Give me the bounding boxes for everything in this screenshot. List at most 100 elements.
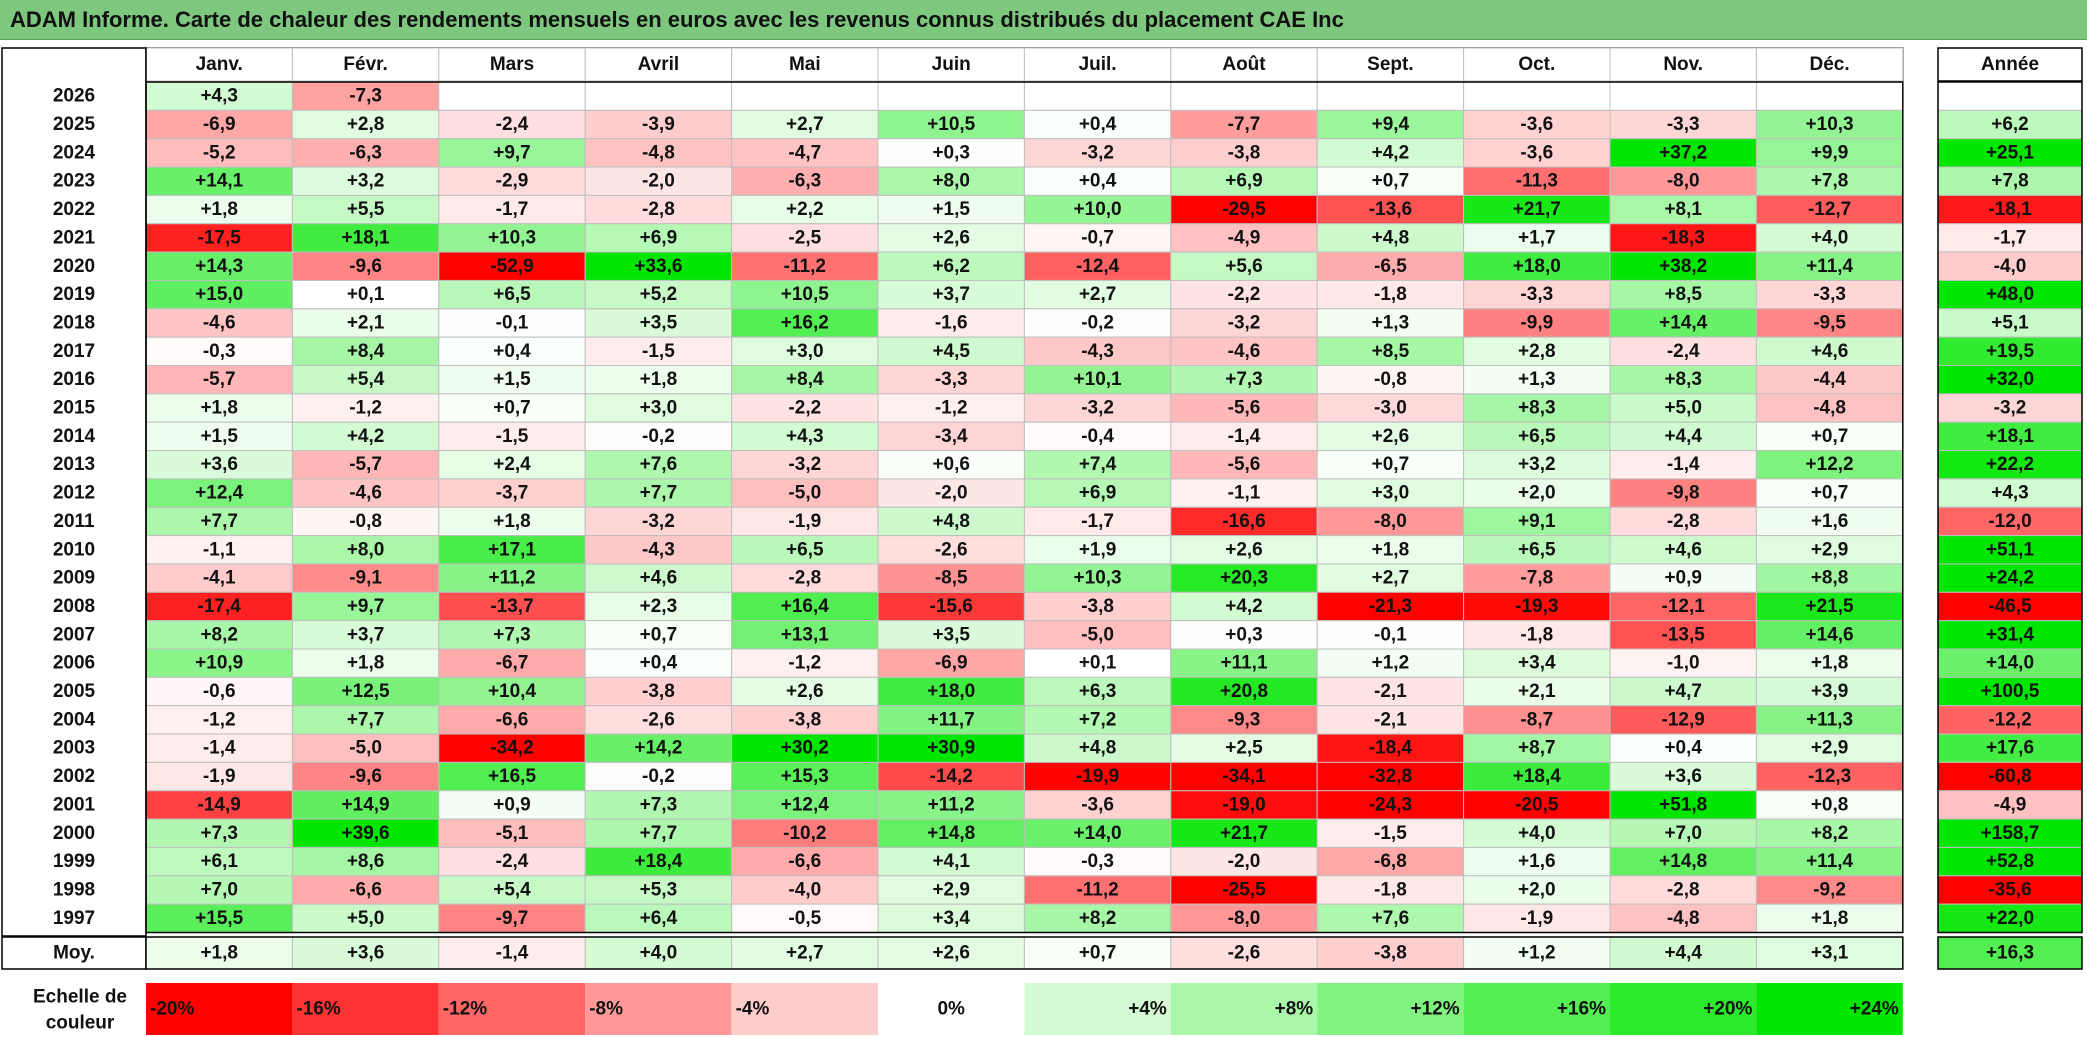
row-year-label: 2009 [53, 568, 95, 589]
heatmap-cell-value: +8,3 [1664, 369, 1702, 390]
heatmap-cell-value: -0,2 [642, 426, 675, 447]
heatmap-cell-value: +10,5 [927, 114, 976, 135]
annual-cell-value: -18,1 [1988, 199, 2032, 220]
heatmap-cell [877, 251, 1025, 281]
heatmap-cell [1755, 478, 1904, 508]
heatmap-cell [1609, 166, 1757, 196]
annual-cell-value: +7,8 [1991, 171, 2029, 192]
heatmap-cell [877, 450, 1025, 480]
heatmap-cell-value: -7,7 [1228, 114, 1261, 135]
heatmap-cell [1609, 393, 1757, 423]
heatmap-cell [1023, 875, 1172, 905]
heatmap-cell [145, 166, 293, 196]
heatmap-cell [1170, 705, 1318, 735]
heatmap-cell-value: -5,1 [496, 823, 529, 844]
annual-cell-value: -4,9 [1994, 794, 2027, 815]
heatmap-cell-value: -2,1 [1374, 709, 1407, 730]
heatmap-cell-value: +10,0 [1074, 199, 1122, 220]
heatmap-cell [1755, 393, 1904, 423]
heatmap-cell-value: -18,3 [1662, 227, 1705, 248]
heatmap-cell-value: +2,9 [932, 879, 970, 900]
heatmap-cell-value: +2,0 [1518, 483, 1556, 504]
heatmap-cell-value: +18,0 [927, 681, 975, 702]
month-header-label: Août [1222, 54, 1266, 75]
heatmap-cell [291, 450, 440, 480]
heatmap-cell [438, 818, 586, 848]
row-year-label: 2014 [53, 426, 96, 447]
month-header-cell [1170, 47, 1318, 82]
heatmap-cell-value: +3,6 [200, 454, 238, 475]
heatmap-cell-value: +11,4 [1806, 851, 1853, 872]
heatmap-cell [731, 591, 879, 622]
heatmap-cell-value: +1,6 [1518, 851, 1556, 872]
heatmap-cell-value: +1,5 [200, 426, 238, 447]
row-year-label: 2011 [53, 511, 95, 532]
row-year-label: 2008 [53, 596, 95, 617]
heatmap-cell-value: +8,3 [1518, 398, 1556, 419]
heatmap-cell-value: +2,6 [786, 681, 824, 702]
heatmap-cell [145, 648, 293, 678]
heatmap-cell-value: +6,4 [640, 908, 678, 929]
heatmap-cell [438, 138, 586, 168]
heatmap-cell [145, 365, 293, 395]
annual-cell-value: +17,6 [1986, 738, 2034, 759]
heatmap-cell-value: -1,0 [1667, 653, 1700, 674]
heatmap-cell [877, 563, 1025, 593]
heatmap-cell-value: -19,0 [1222, 794, 1265, 815]
heatmap-cell-value: -6,9 [203, 114, 236, 135]
heatmap-cell-value: +8,0 [932, 171, 970, 192]
annual-cell [1937, 450, 2083, 480]
heatmap-cell-value: +6,9 [640, 227, 678, 248]
heatmap-cell-value: +3,5 [932, 624, 970, 645]
row-year-label: 2022 [53, 199, 95, 220]
heatmap-cell [1755, 421, 1904, 452]
heatmap-cell [438, 81, 586, 111]
heatmap-cell-value: -9,7 [496, 908, 529, 929]
annual-cell [1937, 109, 2083, 140]
heatmap-cell [584, 81, 733, 111]
annual-column-border [1937, 81, 2083, 934]
heatmap-cell-value: -1,7 [496, 199, 529, 220]
heatmap-cell-value: -12,1 [1662, 596, 1706, 617]
heatmap-cell [1609, 365, 1757, 395]
heatmap-cell [731, 676, 879, 707]
scale-swatch-label: +12% [1410, 999, 1459, 1020]
avg-label: Moy. [53, 943, 95, 964]
heatmap-cell-value: -13,5 [1662, 624, 1706, 645]
heatmap-cell [1755, 279, 1904, 310]
heatmap-cell-value: +39,6 [342, 823, 390, 844]
annual-cell [1937, 903, 2083, 934]
month-header-label: Mai [789, 54, 821, 75]
heatmap-cell-value: +2,4 [493, 454, 531, 475]
heatmap-cell-value: -4,6 [1228, 341, 1261, 362]
avg-cell-value: +4,0 [640, 943, 678, 964]
heatmap-cell [1170, 308, 1318, 338]
heatmap-cell [291, 761, 440, 792]
heatmap-cell [1463, 251, 1611, 281]
annual-cell-value: +100,5 [1981, 681, 2040, 702]
heatmap-cell [1609, 506, 1757, 537]
heatmap-cell-value: +7,7 [200, 511, 238, 532]
heatmap-cell-value: -9,8 [1667, 483, 1700, 504]
heatmap-cell-value: -6,8 [1374, 851, 1407, 872]
heatmap-cell-value: +6,1 [200, 851, 238, 872]
heatmap-cell-value: +2,8 [347, 114, 385, 135]
heatmap-cell-value: +4,2 [1372, 142, 1410, 163]
heatmap-cell [145, 733, 293, 763]
heatmap-cell-value: +11,7 [928, 709, 975, 730]
heatmap-cell-value: +0,9 [1664, 568, 1702, 589]
heatmap-cell-value: +7,7 [640, 483, 678, 504]
heatmap-cell-value: +1,5 [493, 369, 531, 390]
avg-label-cell [1, 936, 147, 970]
heatmap-cell-value: -3,6 [1081, 794, 1114, 815]
heatmap-cell [145, 450, 293, 480]
heatmap-cell [1463, 648, 1611, 678]
annual-cell-value: +158,7 [1981, 823, 2040, 844]
heatmap-cell-value: +1,9 [1079, 539, 1117, 560]
heatmap-cell-value: +2,7 [1079, 284, 1117, 305]
heatmap-cell-value: -8,0 [1374, 511, 1407, 532]
heatmap-cell-value: +4,6 [640, 568, 678, 589]
annual-cell [1937, 421, 2083, 452]
heatmap-cell [877, 138, 1025, 168]
heatmap-cell [1755, 138, 1904, 168]
